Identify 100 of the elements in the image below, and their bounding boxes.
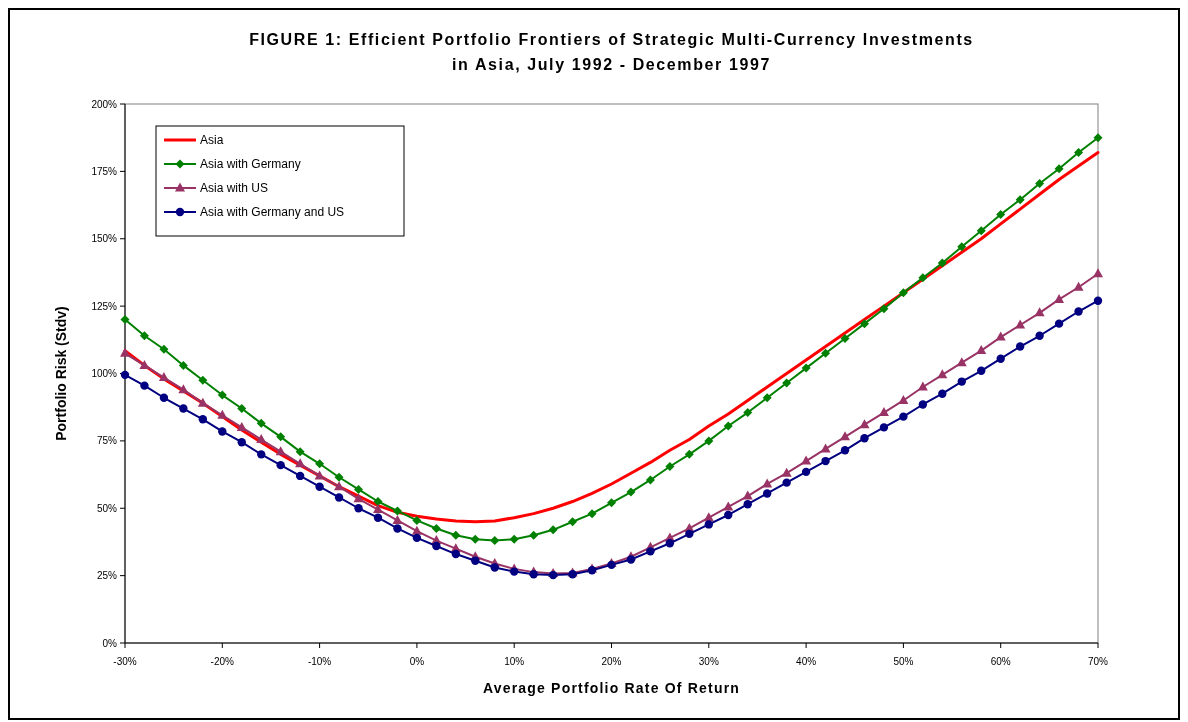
y-tick-label: 100% (91, 368, 118, 379)
point (665, 461, 675, 471)
point (956, 357, 967, 367)
point (373, 513, 383, 522)
point (139, 331, 149, 341)
point (821, 456, 830, 466)
x-tick-label: 60% (990, 656, 1011, 667)
point (782, 478, 791, 487)
point (295, 471, 305, 481)
point (899, 412, 908, 421)
y-axis-title: Portfolio Risk (Stdv) (53, 306, 69, 441)
point (490, 536, 500, 546)
point (976, 345, 987, 355)
point (665, 539, 675, 548)
point (334, 472, 344, 482)
point (295, 447, 305, 457)
point (354, 504, 363, 513)
point (1015, 195, 1025, 205)
point (801, 455, 812, 465)
point (178, 360, 188, 370)
point (451, 549, 461, 559)
point (159, 344, 169, 354)
point (762, 393, 772, 403)
chart-title: FIGURE 1: Efficient Portfolio Frontiers of Strategic Multi-Currency Investments in Asia, July 1992 - December 1997 (249, 31, 974, 73)
legend-label: Asia with Germany (200, 157, 301, 172)
point (840, 431, 851, 441)
point (742, 490, 753, 500)
point (373, 497, 383, 507)
point (684, 449, 694, 459)
point (1074, 307, 1083, 316)
x-tick-label: 40% (796, 656, 817, 667)
point (1093, 296, 1103, 305)
point (977, 366, 986, 376)
point (276, 460, 285, 470)
point (431, 523, 441, 533)
legend-label: Asia with US (200, 181, 269, 196)
point (412, 515, 422, 525)
point (1034, 307, 1045, 317)
point (957, 377, 966, 386)
point (607, 498, 616, 508)
point (1074, 148, 1084, 158)
point (762, 478, 773, 488)
point (510, 567, 519, 576)
point (392, 514, 403, 524)
point (217, 390, 227, 400)
point (957, 242, 967, 252)
x-tick-label: 70% (1087, 656, 1109, 667)
point (1054, 319, 1064, 328)
point (393, 524, 402, 533)
legend-label: Asia (200, 133, 224, 148)
point (217, 409, 228, 419)
point (139, 359, 150, 369)
point (860, 433, 869, 443)
point (1054, 293, 1065, 303)
y-tick-label: 50% (96, 502, 118, 514)
point (256, 418, 266, 428)
point (685, 529, 694, 539)
point (801, 467, 811, 477)
point (995, 331, 1006, 341)
point (159, 393, 169, 402)
point (509, 534, 519, 544)
x-tick-label: 30% (698, 656, 719, 667)
point (646, 547, 655, 556)
point (840, 333, 850, 343)
point (120, 370, 130, 380)
point (236, 421, 247, 431)
x-tick-label: -20% (210, 656, 235, 667)
point (197, 397, 208, 407)
point (996, 210, 1006, 219)
point (879, 304, 889, 314)
point (743, 500, 752, 509)
point (1035, 331, 1044, 340)
point (724, 510, 733, 520)
point (276, 432, 286, 442)
point (178, 384, 189, 394)
point (587, 509, 597, 519)
point (315, 459, 325, 469)
point (1093, 133, 1103, 143)
y-tick-label: 175% (91, 165, 118, 177)
point (334, 481, 345, 491)
point (198, 375, 208, 385)
point (432, 541, 441, 551)
point (937, 369, 948, 379)
point (704, 520, 713, 529)
point (237, 404, 247, 414)
y-tick-label: 25% (96, 570, 118, 582)
x-tick-label: 10% (504, 656, 525, 667)
point (996, 354, 1005, 363)
point (256, 434, 267, 444)
point (451, 530, 461, 540)
point (782, 378, 792, 388)
point (568, 517, 578, 527)
point (471, 556, 480, 565)
point (198, 415, 208, 424)
x-tick-label: 50% (893, 656, 914, 667)
point (879, 423, 889, 432)
point (840, 446, 850, 455)
point (781, 467, 792, 477)
point (976, 226, 986, 236)
point (645, 475, 655, 485)
